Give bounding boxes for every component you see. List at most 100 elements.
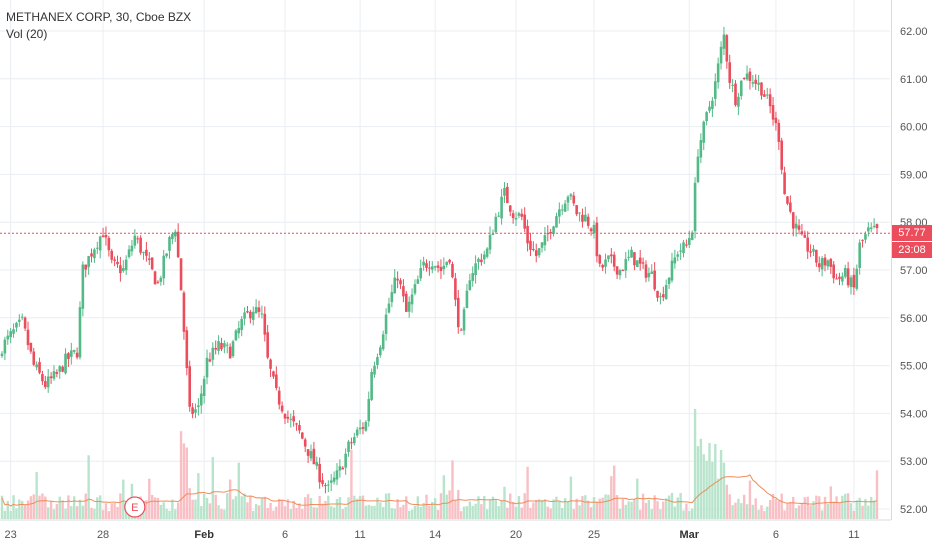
volume-bar — [613, 465, 616, 519]
volume-bar — [413, 506, 417, 519]
volume-bar — [636, 478, 639, 519]
candle-body — [549, 232, 552, 234]
price-axis[interactable]: 52.00 53.00 54.00 55.00 56.00 57.00 58.00 59.00… — [891, 0, 932, 520]
candle-body — [815, 249, 818, 263]
volume-bar — [682, 510, 685, 519]
candle-body — [419, 267, 423, 279]
volume-bar — [194, 499, 197, 519]
volume-bar — [549, 508, 552, 519]
candle-body — [275, 374, 278, 388]
volume-bar — [260, 498, 264, 519]
volume-bar — [228, 479, 232, 519]
candle-body — [731, 84, 734, 86]
volume-bar — [875, 470, 879, 519]
volume-bar — [800, 502, 804, 519]
candle-body — [612, 254, 616, 267]
volume-bar — [295, 507, 298, 519]
volume-bar — [561, 507, 564, 519]
time-tick-label: 11 — [848, 529, 859, 541]
volume-bar — [630, 501, 633, 519]
price-tick-label: 54.00 — [900, 408, 928, 420]
candle-body — [199, 393, 203, 406]
candle-body — [67, 353, 70, 360]
volume-bar — [517, 495, 521, 519]
candle-body — [18, 319, 21, 322]
candle-body — [211, 347, 215, 360]
chart-legend-title[interactable]: METHANEX CORP, 30, Cboe BZX — [6, 10, 192, 24]
volume-bar — [197, 473, 200, 519]
volume-bar — [252, 510, 255, 519]
candle-body — [653, 270, 656, 290]
volume-bar — [431, 502, 434, 519]
candle-body — [797, 225, 801, 230]
candle-body — [205, 357, 209, 378]
candle-body — [64, 353, 67, 374]
candle-body — [309, 451, 313, 459]
candle-body — [142, 252, 145, 254]
volume-bar — [148, 478, 151, 519]
candle-body — [159, 277, 163, 282]
candle-body — [381, 334, 385, 350]
candle-body — [52, 371, 56, 379]
candle-body — [257, 307, 261, 312]
candle-body — [581, 214, 584, 222]
volume-bar — [858, 497, 861, 519]
candle-body — [835, 278, 838, 280]
volume-bar — [246, 502, 249, 519]
volume-bar — [318, 495, 321, 519]
candle-body — [696, 156, 700, 183]
volume-bar — [301, 509, 304, 519]
volume-bar — [428, 505, 431, 519]
volume-bar — [607, 494, 610, 519]
earnings-event-marker[interactable]: E — [124, 496, 146, 518]
candle-body — [49, 376, 53, 379]
volume-bar — [373, 505, 376, 519]
candle-body — [693, 182, 697, 232]
candle-body — [147, 258, 151, 260]
time-axis[interactable]: 23 28 Feb 6 11 14 20 25 Mar 6 11 — [5, 529, 860, 541]
time-tick-label: 11 — [354, 529, 365, 541]
candle-body — [633, 252, 636, 266]
volume-bar — [419, 506, 422, 519]
candle-body — [243, 312, 246, 319]
candle-body — [485, 248, 489, 257]
candle-body — [592, 225, 596, 234]
volume-bar — [422, 502, 425, 519]
candle-body — [136, 238, 140, 240]
candle-body — [624, 258, 628, 271]
candle-body — [301, 432, 304, 439]
candle-body — [477, 258, 480, 263]
volume-bar — [162, 502, 165, 519]
volume-legend[interactable]: Vol (20) — [6, 27, 48, 41]
candle-body — [511, 213, 515, 219]
volume-bar — [685, 503, 688, 519]
volume-bar — [220, 509, 223, 519]
volume-bar — [107, 511, 111, 519]
volume-bar — [159, 504, 163, 519]
volume-bar — [379, 502, 382, 519]
price-tick-label: 53.00 — [900, 456, 928, 468]
volume-bar — [789, 501, 792, 519]
volume-bar — [266, 507, 269, 519]
candle-body — [214, 348, 217, 350]
volume-bar — [234, 496, 238, 519]
volume-bar — [321, 503, 324, 519]
candle-body — [87, 256, 90, 268]
candle-body — [774, 117, 778, 124]
volume-bar — [344, 506, 347, 519]
volume-bar — [867, 505, 870, 519]
volume-bar — [101, 510, 105, 519]
candle-body — [751, 82, 755, 84]
candle-body — [846, 268, 850, 286]
volume-bar — [182, 443, 186, 519]
candle-body — [20, 316, 24, 318]
candle-body — [742, 77, 746, 79]
volume-bar — [191, 499, 194, 519]
volume-bar — [15, 508, 18, 519]
volume-bar — [855, 500, 858, 519]
candle-body — [537, 248, 541, 256]
volume-bar — [656, 501, 659, 519]
candle-body — [353, 437, 356, 444]
candle-body — [327, 484, 330, 486]
